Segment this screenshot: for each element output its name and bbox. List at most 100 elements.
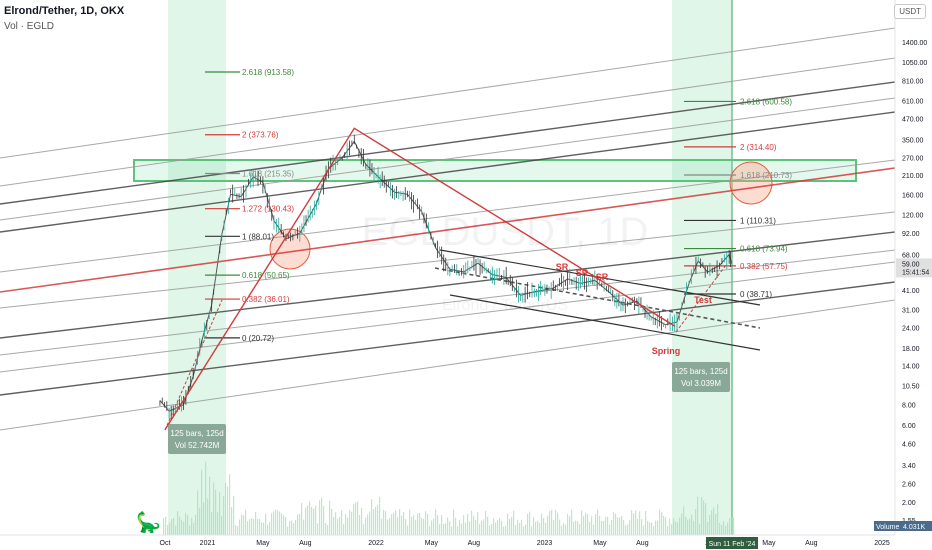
volume-bar — [547, 515, 549, 535]
volume-indicator-label[interactable]: Vol · EGLD — [4, 21, 55, 32]
fib-left-label: 0.382 (36.01) — [242, 295, 290, 304]
volume-bar — [289, 521, 291, 535]
volume-bar — [195, 514, 197, 535]
volume-bar — [433, 518, 435, 535]
volume-bar — [187, 515, 189, 535]
volume-bar — [515, 525, 517, 535]
chart-header: Elrond/Tether, 1D, OKX Vol · EGLD — [4, 4, 124, 34]
volume-bar — [607, 516, 609, 535]
volume-bar — [485, 510, 487, 535]
volume-bar — [727, 522, 729, 535]
volume-bar — [653, 526, 655, 535]
descending-channel-bottom — [449, 294, 761, 351]
volume-bar — [243, 515, 245, 535]
volume-badge-label: Volume — [876, 524, 899, 531]
x-tick-label: 2025 — [874, 540, 890, 547]
volume-bar — [307, 505, 309, 535]
price-line — [159, 140, 733, 412]
volume-bar — [707, 522, 709, 535]
volume-bar — [493, 518, 495, 535]
volume-bar — [695, 509, 697, 535]
volume-bar — [301, 503, 303, 535]
y-tick-label: 470.00 — [902, 117, 924, 124]
annotation-labels: SR SR SR Spring Test EGLDUSDT, 1D Elrond / Tet… — [168, 210, 730, 454]
volume-bar — [311, 507, 313, 535]
x-axis[interactable]: Oct2021MayAug2022MayAug2023MayAug2024May… — [0, 534, 932, 550]
volume-bar — [283, 515, 285, 535]
volume-bar — [655, 520, 657, 535]
last-price: 59.00 — [902, 261, 920, 268]
volume-bar — [375, 506, 377, 535]
stats-left-text: 125 bars, 125d — [170, 429, 223, 438]
volume-bar — [431, 520, 433, 535]
volume-bar — [273, 511, 275, 535]
volume-bar — [551, 509, 553, 535]
volume-bar — [721, 524, 723, 535]
volume-bar — [549, 511, 551, 535]
projection-dashed-left — [164, 299, 223, 431]
channel-line-1 — [0, 57, 896, 187]
volume-bar — [719, 523, 721, 535]
volume-bar — [277, 510, 279, 535]
volume-bar — [269, 522, 271, 535]
volume-bar — [349, 510, 351, 535]
volume-bar — [503, 526, 505, 535]
volume-bar — [553, 520, 555, 535]
volume-bar — [573, 522, 575, 535]
volume-bar — [427, 514, 429, 535]
y-tick-label: 41.00 — [902, 288, 920, 295]
channel-line-5 — [0, 159, 896, 273]
volume-bar — [473, 516, 475, 535]
volume-bar — [581, 510, 583, 535]
volume-bar — [709, 514, 711, 535]
volume-bar — [561, 525, 563, 535]
y-axis[interactable]: 1400.00 1050.00 810.00 610.00 470.00 350.00 27… — [874, 0, 932, 550]
x-tick-label: 2022 — [368, 540, 384, 547]
x-tick-label: 2021 — [200, 540, 216, 547]
volume-bar — [651, 522, 653, 535]
volume-bar — [305, 507, 307, 535]
x-tick-label: May — [593, 540, 607, 547]
y-tick-label: 270.00 — [902, 156, 924, 163]
fib-left-label: 2 (373.76) — [242, 131, 279, 140]
volume-bar — [483, 519, 485, 535]
fib-right-label: 0 (38.71) — [740, 290, 772, 299]
volume-bar — [381, 518, 383, 535]
volume-bar — [285, 517, 287, 535]
volume-bar — [405, 519, 407, 535]
descending-channel-top — [439, 249, 761, 306]
volume-bar — [423, 519, 425, 535]
volume-bar — [377, 505, 379, 535]
volume-bar — [207, 498, 209, 535]
volume-bar — [407, 525, 409, 535]
volume-bar — [665, 517, 667, 535]
volume-bar — [265, 513, 267, 535]
y-tick-label: 6.00 — [902, 423, 916, 430]
volume-bar — [459, 519, 461, 535]
currency-badge[interactable]: USDT — [894, 4, 926, 19]
symbol-title[interactable]: Elrond/Tether, 1D, OKX — [4, 5, 125, 17]
volume-bar — [649, 522, 651, 535]
volume-bar — [197, 490, 199, 535]
volume-bar — [601, 520, 603, 535]
volume-bar — [449, 521, 451, 535]
volume-bar — [697, 496, 699, 535]
volume-bar — [313, 508, 315, 535]
y-tick-label: 92.00 — [902, 231, 920, 238]
channel-line-7 — [0, 211, 896, 309]
x-axis-bg — [0, 535, 932, 550]
channel-line-4 — [0, 111, 896, 233]
volume-bar — [261, 522, 263, 535]
volume-bar — [519, 522, 521, 535]
volume-bar — [689, 518, 691, 535]
fib-left-label: 0.618 (50.65) — [242, 271, 290, 280]
volume-bar — [657, 520, 659, 535]
volume-bar — [629, 520, 631, 535]
volume-bar — [337, 518, 339, 535]
volume-bar — [497, 519, 499, 535]
volume-bar — [251, 518, 253, 535]
volume-bar — [623, 520, 625, 535]
channel-line-2 — [0, 81, 896, 205]
volume-bar — [391, 514, 393, 535]
